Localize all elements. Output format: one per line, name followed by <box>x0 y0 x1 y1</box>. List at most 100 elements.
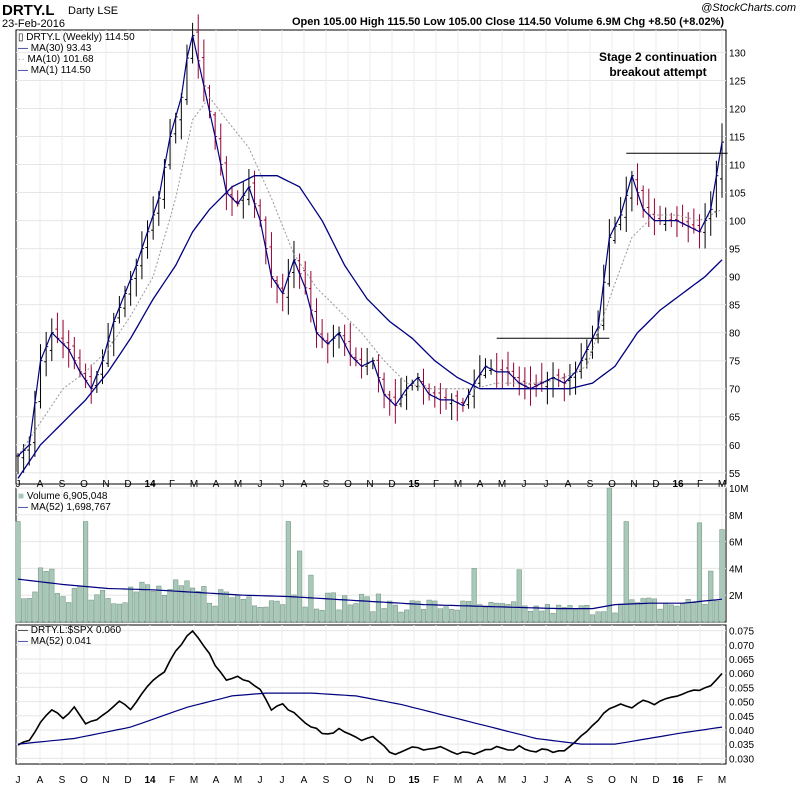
quote-summary: Open 105.00 High 115.50 Low 105.00 Close… <box>292 16 725 28</box>
x-axis-label-price: O <box>344 479 352 490</box>
rs-tick-label: 0.055 <box>729 683 754 694</box>
legend-swatch-volume-ma: — <box>18 502 31 513</box>
price-tick-label: 60 <box>729 441 741 452</box>
annotation-line-2: breakout attempt <box>609 65 707 79</box>
price-tick-label: 90 <box>729 273 741 284</box>
volume-bar <box>499 603 505 623</box>
volume-bar <box>685 599 691 623</box>
volume-bar <box>150 590 156 623</box>
volume-bar <box>702 603 708 623</box>
volume-bar <box>629 599 635 623</box>
chart-symbol: DRTY.L <box>2 2 55 19</box>
x-axis-label-price: 14 <box>144 479 156 490</box>
volume-bar <box>246 596 252 623</box>
volume-bar <box>409 600 415 623</box>
volume-bar <box>460 600 466 623</box>
volume-bars <box>15 487 725 623</box>
volume-bar <box>358 593 365 623</box>
price-tick-label: 80 <box>729 329 741 340</box>
volume-bar <box>347 604 353 623</box>
x-axis-label-price: N <box>102 479 109 490</box>
volume-bar <box>105 598 111 623</box>
legend-swatch-volume: ■ <box>18 491 27 502</box>
volume-bar <box>443 606 449 623</box>
price-legend: ▯ DRTY.L (Weekly) 114.50 — MA(30) 93.43 … <box>18 32 135 76</box>
x-axis-label-rs: O <box>344 775 352 786</box>
volume-bar <box>297 550 303 623</box>
rs-tick-label: 0.070 <box>729 641 754 652</box>
volume-bar <box>511 601 517 623</box>
volume-bar <box>212 605 218 623</box>
x-axis-label-rs: N <box>102 775 109 786</box>
x-axis-label-price: O <box>80 479 88 490</box>
x-axis-label-rs: D <box>124 775 131 786</box>
volume-ma-line <box>17 578 723 610</box>
rs-tick-label: 0.035 <box>729 740 754 751</box>
volume-bar <box>49 568 55 623</box>
volume-bar <box>184 580 190 623</box>
x-axis-label-price: F <box>169 479 175 490</box>
legend-volume-text: Volume 6,905,048 <box>26 491 108 502</box>
price-tick-label: 125 <box>729 76 746 87</box>
x-axis-label-price: N <box>630 479 637 490</box>
volume-bar <box>539 610 545 623</box>
legend-ma10-text: MA(10) 101.68 <box>27 54 94 65</box>
volume-bar <box>454 609 460 623</box>
volume-bar <box>573 609 579 623</box>
x-axis-label-price: M <box>234 479 242 490</box>
x-axis-label-price: M <box>498 479 506 490</box>
legend-ma30: — MA(30) 93.43 <box>18 43 135 54</box>
volume-bar <box>623 521 629 623</box>
volume-bar <box>713 600 719 623</box>
volume-tick-label: 6M <box>729 538 743 549</box>
x-axis-label-price: J <box>16 479 21 490</box>
volume-bar <box>550 612 556 623</box>
volume-bar <box>43 571 49 623</box>
volume-bar <box>691 602 697 623</box>
volume-bar <box>589 614 596 623</box>
volume-bar <box>640 598 646 623</box>
volume-legend: ■ Volume 6,905,048 — MA(52) 1,698,767 <box>18 491 111 513</box>
x-axis-label-price: J <box>522 479 527 490</box>
x-axis-label-price: S <box>323 479 330 490</box>
volume-bar <box>663 602 669 623</box>
volume-bar <box>122 602 128 623</box>
chart-annotation: Stage 2 continuation breakout attempt <box>588 50 728 80</box>
volume-bar <box>190 587 196 623</box>
panel-rs <box>15 624 727 765</box>
x-axis-label-rs: O <box>608 775 616 786</box>
volume-bar <box>668 604 674 623</box>
volume-bar <box>342 595 348 623</box>
x-axis-label-price: D <box>124 479 131 490</box>
volume-bar <box>420 609 427 623</box>
legend-ma30-text: MA(30) 93.43 <box>30 43 92 54</box>
x-axis-label-rs: J <box>544 775 549 786</box>
price-tick-label: 55 <box>729 469 741 480</box>
x-axis-label-price: O <box>608 479 616 490</box>
volume-bar <box>426 599 432 623</box>
x-axis-label-rs: A <box>301 775 308 786</box>
x-axis-label-rs: F <box>697 775 703 786</box>
x-axis-label-rs: M <box>234 775 242 786</box>
volume-bar <box>578 605 584 623</box>
legend-price-text: DRTY.L (Weekly) 114.50 <box>26 32 135 43</box>
x-axis-label-rs: S <box>59 775 66 786</box>
legend-swatch-ma1: — <box>18 65 31 76</box>
volume-bar <box>251 605 258 623</box>
legend-volume-ma-text: MA(52) 1,698,767 <box>30 502 111 513</box>
volume-bar <box>375 593 382 623</box>
x-axis-label-price: M <box>454 479 462 490</box>
x-axis-label-rs: 15 <box>408 775 420 786</box>
volume-bar <box>561 607 567 623</box>
x-axis-label-price: D <box>388 479 395 490</box>
volume-tick-label: 10M <box>729 484 748 495</box>
volume-bar <box>229 597 235 623</box>
volume-bar <box>60 596 66 623</box>
rs-tick-label: 0.050 <box>729 698 754 709</box>
volume-bar <box>144 584 151 623</box>
legend-ma10: ·· MA(10) 101.68 <box>18 54 135 65</box>
volume-bar <box>83 521 89 623</box>
x-axis-label-price: A <box>213 479 220 490</box>
stockcharts-logo: @StockCharts.com <box>701 2 796 14</box>
